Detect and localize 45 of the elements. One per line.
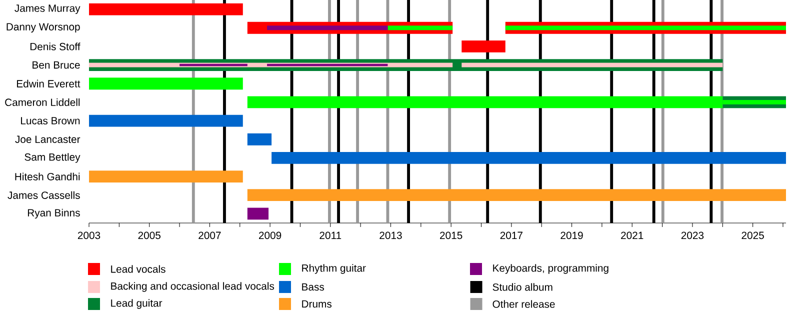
x-tick-label: 2005 bbox=[138, 232, 160, 240]
y-tick-label: James Cassells bbox=[8, 191, 80, 199]
y-tick-label: Denis Stoff bbox=[30, 42, 80, 50]
bar bbox=[267, 64, 388, 66]
x-tick-label: 2003 bbox=[78, 232, 100, 240]
bar bbox=[272, 152, 786, 164]
bar bbox=[247, 189, 786, 202]
bar bbox=[505, 26, 786, 30]
y-tick-label: Cameron Liddell bbox=[5, 98, 80, 106]
y-tick-label: Danny Worsnop bbox=[6, 23, 80, 33]
legend-label: Lead guitar bbox=[111, 299, 162, 309]
x-tick-label: 2007 bbox=[198, 232, 221, 240]
x-tick-label: 2023 bbox=[681, 232, 704, 240]
bar bbox=[267, 26, 388, 30]
legend-label: Drums bbox=[302, 300, 332, 308]
bar bbox=[89, 170, 243, 182]
legend-label: Backing and occasional lead vocals bbox=[111, 282, 274, 292]
text: Other release bbox=[492, 300, 555, 308]
x-tick-label: 2019 bbox=[560, 232, 583, 240]
y-tick-label: James Murray bbox=[14, 4, 80, 14]
bar bbox=[89, 78, 243, 90]
legend-label: Bass bbox=[302, 283, 324, 291]
y-tick-label: Hitesh Gandhi bbox=[15, 172, 80, 180]
x-tick-label: 2009 bbox=[259, 232, 282, 240]
bar bbox=[462, 40, 506, 52]
bar bbox=[247, 133, 272, 146]
bar bbox=[89, 114, 243, 127]
bar bbox=[462, 62, 723, 68]
y-tick-label: Joe Lancaster bbox=[15, 136, 80, 143]
legend-label: Lead vocals bbox=[111, 265, 166, 273]
legend-label: Rhythm guitar bbox=[302, 264, 366, 274]
y-tick-label: Ben Bruce bbox=[32, 61, 80, 69]
y-tick-label: Ryan Binns bbox=[28, 208, 80, 219]
x-tick-label: 2013 bbox=[380, 232, 402, 240]
x-tick-label: 2015 bbox=[440, 232, 462, 240]
x-tick-label: 2011 bbox=[320, 232, 342, 240]
y-tick-label: Sam Bettley bbox=[24, 153, 80, 163]
text: Studio album bbox=[492, 283, 552, 291]
y-tick-label: Edwin Everett bbox=[17, 80, 80, 88]
y-tick-label: Lucas Brown bbox=[21, 117, 80, 124]
x-tick-label: 2021 bbox=[621, 232, 644, 240]
legend-label: Keyboards, programming bbox=[493, 264, 608, 274]
x-tick-label: 2025 bbox=[742, 232, 764, 240]
x-tick-label: 2017 bbox=[500, 232, 522, 240]
bar bbox=[89, 3, 243, 16]
